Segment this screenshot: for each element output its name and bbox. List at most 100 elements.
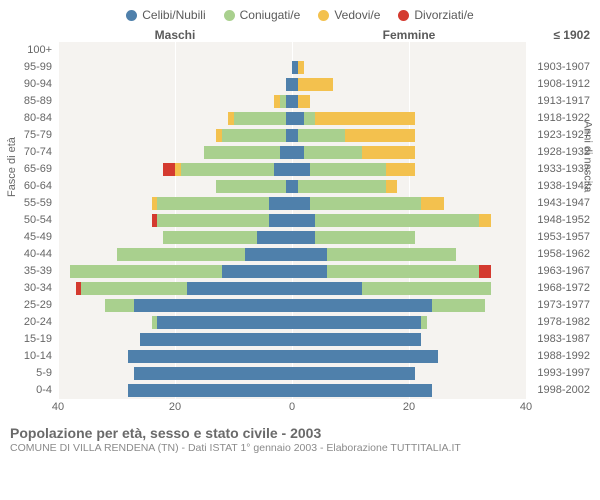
male-half: [58, 163, 292, 176]
age-label: 100+: [10, 42, 58, 59]
male-half: [58, 129, 292, 142]
pyramid-row: [58, 212, 526, 229]
pyramid-row: [58, 178, 526, 195]
caption-title: Popolazione per età, sesso e stato civil…: [10, 425, 590, 441]
age-label: 30-34: [10, 280, 58, 297]
birth-label: 1943-1947: [526, 195, 590, 212]
pyramid-row: [58, 263, 526, 280]
column-headers: Maschi Femmine ≤ 1902: [10, 28, 590, 42]
bar-segment: [327, 265, 479, 278]
legend-label: Vedovi/e: [334, 8, 380, 22]
male-half: [58, 367, 292, 380]
male-half: [58, 248, 292, 261]
pyramid-row: [58, 93, 526, 110]
male-half: [58, 384, 292, 397]
bar-segment: [292, 214, 315, 227]
bar-segment: [315, 231, 414, 244]
bar-segment: [163, 163, 175, 176]
pyramid-row: [58, 161, 526, 178]
bar-segment: [134, 367, 292, 380]
pyramid-row: [58, 144, 526, 161]
bar-segment: [204, 146, 280, 159]
bar-segment: [298, 61, 304, 74]
bar-segment: [140, 333, 292, 346]
bar-segment: [315, 112, 414, 125]
birth-label: 1918-1922: [526, 110, 590, 127]
legend-swatch: [318, 10, 329, 21]
legend-item: Vedovi/e: [318, 8, 380, 22]
female-half: [292, 231, 526, 244]
header-birth-top: ≤ 1902: [526, 28, 590, 42]
pyramid-row: [58, 229, 526, 246]
pyramid-row: [58, 127, 526, 144]
pyramid-row: [58, 110, 526, 127]
bar-segment: [292, 231, 315, 244]
pyramid-row: [58, 42, 526, 59]
birth-label: 1973-1977: [526, 297, 590, 314]
birth-label: 1903-1907: [526, 59, 590, 76]
bar-segment: [304, 112, 316, 125]
bar-segment: [327, 248, 456, 261]
age-label: 95-99: [10, 59, 58, 76]
header-male: Maschi: [58, 28, 292, 42]
birth-label: 1983-1987: [526, 331, 590, 348]
female-half: [292, 299, 526, 312]
age-label: 45-49: [10, 229, 58, 246]
bar-segment: [117, 248, 246, 261]
bar-segment: [315, 214, 479, 227]
male-half: [58, 44, 292, 57]
bar-segment: [269, 214, 292, 227]
bar-segment: [292, 248, 327, 261]
age-label: 55-59: [10, 195, 58, 212]
pyramid-row: [58, 76, 526, 93]
bar-segment: [432, 299, 485, 312]
legend-swatch: [126, 10, 137, 21]
age-label: 90-94: [10, 76, 58, 93]
birth-label: 1938-1942: [526, 178, 590, 195]
age-label: 85-89: [10, 93, 58, 110]
bar-segment: [298, 180, 386, 193]
pyramid-row: [58, 348, 526, 365]
x-tick: 40: [520, 401, 532, 413]
bar-segment: [292, 112, 304, 125]
male-half: [58, 180, 292, 193]
male-half: [58, 78, 292, 91]
birth-label: 1948-1952: [526, 212, 590, 229]
female-half: [292, 265, 526, 278]
bar-segment: [134, 299, 292, 312]
female-half: [292, 350, 526, 363]
bar-segment: [128, 384, 292, 397]
male-half: [58, 333, 292, 346]
pyramid-row: [58, 331, 526, 348]
x-tick: 20: [169, 401, 181, 413]
bar-segment: [234, 112, 287, 125]
bar-segment: [479, 214, 491, 227]
male-half: [58, 265, 292, 278]
bar-segment: [128, 350, 292, 363]
female-half: [292, 180, 526, 193]
population-pyramid: Celibi/NubiliConiugati/eVedovi/eDivorzia…: [0, 0, 600, 460]
birth-label: 1928-1932: [526, 144, 590, 161]
male-half: [58, 316, 292, 329]
bar-segment: [269, 197, 292, 210]
male-half: [58, 146, 292, 159]
legend: Celibi/NubiliConiugati/eVedovi/eDivorzia…: [10, 8, 590, 22]
bar-segment: [292, 282, 362, 295]
age-labels: 100+95-9990-9485-8980-8475-7970-7465-696…: [10, 42, 58, 399]
bar-segment: [292, 146, 304, 159]
bar-segment: [421, 316, 427, 329]
age-label: 40-44: [10, 246, 58, 263]
female-half: [292, 112, 526, 125]
header-female: Femmine: [292, 28, 526, 42]
caption: Popolazione per età, sesso e stato civil…: [10, 425, 590, 454]
age-label: 10-14: [10, 348, 58, 365]
bar-segment: [105, 299, 134, 312]
female-half: [292, 384, 526, 397]
female-half: [292, 44, 526, 57]
x-axis: 402002040: [10, 401, 590, 417]
age-label: 65-69: [10, 161, 58, 178]
bar-segment: [298, 95, 310, 108]
male-half: [58, 61, 292, 74]
age-label: 60-64: [10, 178, 58, 195]
female-half: [292, 367, 526, 380]
